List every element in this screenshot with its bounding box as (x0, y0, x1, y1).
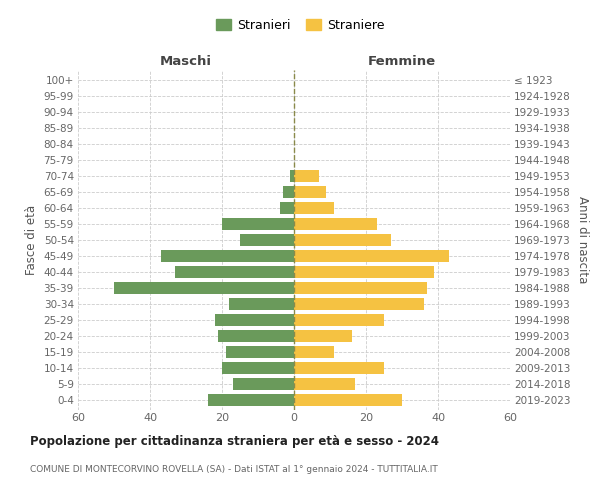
Bar (208, 394, 294, 406)
Bar (294, 298, 424, 310)
Bar (294, 394, 402, 406)
Bar (229, 298, 294, 310)
Bar (294, 330, 352, 342)
Bar (294, 266, 434, 278)
Y-axis label: Anni di nascita: Anni di nascita (577, 196, 589, 284)
Bar (294, 378, 355, 390)
Legend: Stranieri, Straniere: Stranieri, Straniere (211, 14, 389, 37)
Text: COMUNE DI MONTECORVINO ROVELLA (SA) - Dati ISTAT al 1° gennaio 2024 - TUTTITALIA: COMUNE DI MONTECORVINO ROVELLA (SA) - Da… (30, 465, 438, 474)
Bar (233, 378, 294, 390)
Bar (294, 218, 377, 230)
Bar (294, 202, 334, 214)
Bar (240, 234, 294, 246)
Bar (114, 282, 294, 294)
Bar (222, 218, 294, 230)
Bar (280, 202, 294, 214)
Text: Femmine: Femmine (368, 56, 436, 68)
Bar (294, 170, 319, 182)
Bar (283, 186, 294, 198)
Bar (294, 282, 427, 294)
Bar (294, 250, 449, 262)
Bar (290, 170, 294, 182)
Bar (218, 330, 294, 342)
Bar (294, 234, 391, 246)
Text: Maschi: Maschi (160, 56, 212, 68)
Bar (294, 186, 326, 198)
Bar (294, 314, 384, 326)
Bar (226, 346, 294, 358)
Bar (222, 362, 294, 374)
Y-axis label: Fasce di età: Fasce di età (25, 205, 38, 275)
Text: Popolazione per cittadinanza straniera per età e sesso - 2024: Popolazione per cittadinanza straniera p… (30, 435, 439, 448)
Bar (294, 346, 334, 358)
Bar (161, 250, 294, 262)
Bar (175, 266, 294, 278)
Bar (294, 362, 384, 374)
Bar (215, 314, 294, 326)
